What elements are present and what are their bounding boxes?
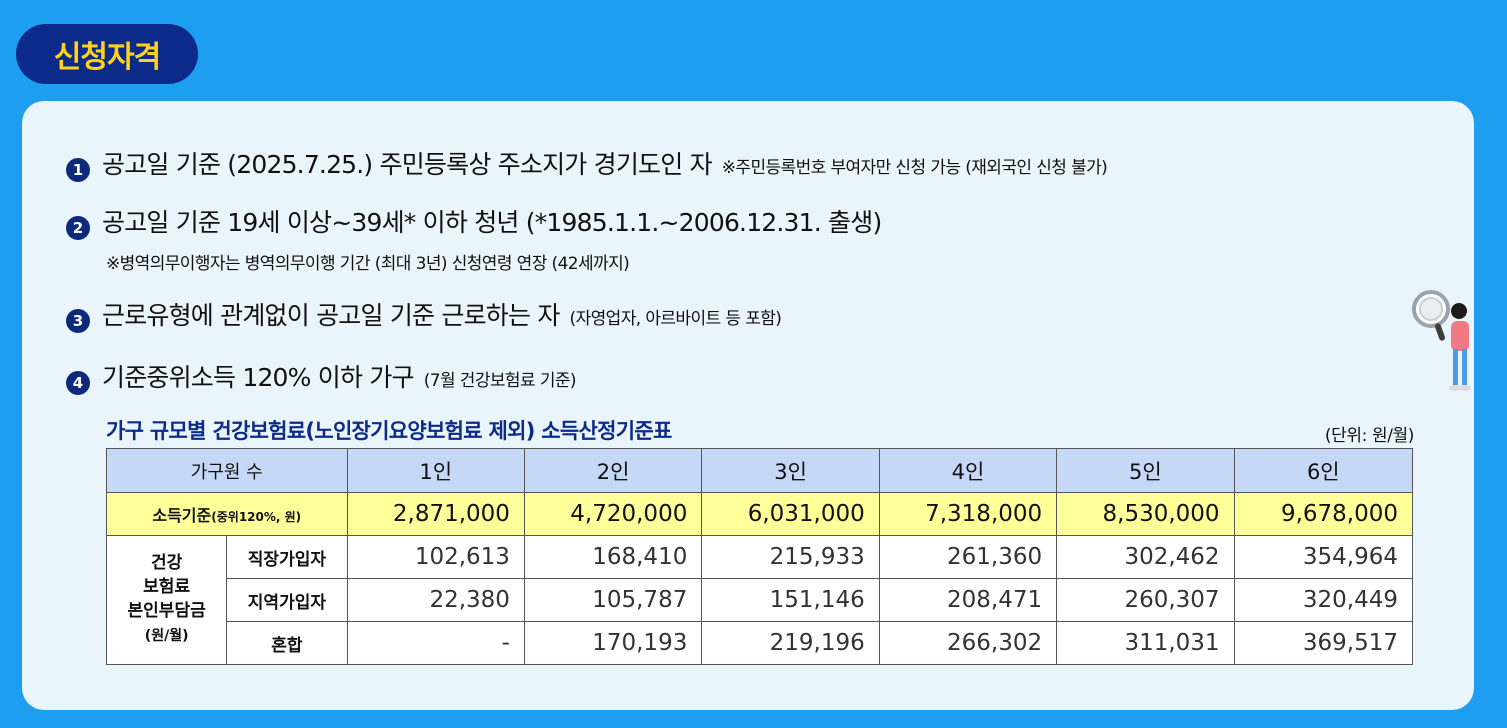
criterion-2-subnote: ※병역의무이행자는 병역의무이행 기간 (최대 3년) 신청연령 연장 (42세…: [106, 254, 630, 274]
table-cell: 261,360: [878, 535, 1058, 579]
table-cell: 369,517: [1233, 621, 1414, 665]
table-cell: 320,449: [1233, 578, 1414, 622]
table-row: 건강 보험료 본인부담금 (원/월) 직장가입자 102,613 168,410…: [105, 535, 1414, 665]
table-cell: 219,196: [701, 621, 880, 665]
table-cell: 170,193: [523, 621, 703, 665]
table-cell: 4,720,000: [523, 492, 703, 536]
criterion-3: 3 근로유형에 관계없이 공고일 기준 근로하는 자 (자영업자, 아르바이트 …: [66, 296, 782, 333]
table-header-row: 가구원 수 1인 2인 3인 4인 5인 6인: [106, 448, 1414, 493]
criterion-text: 근로유형에 관계없이 공고일 기준 근로하는 자: [102, 301, 560, 330]
table-row: 혼합 - 170,193 219,196 266,302 311,031 369…: [107, 621, 1414, 665]
criterion-1: 1 공고일 기준 (2025.7.25.) 주민등록상 주소지가 경기도인 자 …: [66, 145, 1108, 182]
table-cell: 22,380: [346, 578, 525, 622]
income-standard-row: 소득기준(중위120%, 원) 2,871,000 4,720,000 6,03…: [106, 492, 1414, 536]
table-cell: 311,031: [1056, 621, 1235, 665]
table-cell: 105,787: [523, 578, 703, 622]
criterion-text: 공고일 기준 (2025.7.25.) 주민등록상 주소지가 경기도인 자: [102, 150, 713, 179]
table-cell: 302,462: [1056, 535, 1235, 579]
header-cell: 5인: [1056, 448, 1235, 493]
income-standard-label: 소득기준(중위120%, 원): [106, 492, 348, 536]
number-circle-icon: 4: [66, 371, 90, 395]
table-row: 지역가입자 22,380 105,787 151,146 208,471 260…: [107, 578, 1414, 622]
number-circle-icon: 2: [66, 216, 90, 240]
person-with-magnifier-icon: [1412, 290, 1471, 391]
criterion-2: 2 공고일 기준 19세 이상~39세* 이하 청년 (*1985.1.1.~2…: [66, 203, 882, 240]
criterion-text: 기준중위소득 120% 이하 가구: [102, 363, 415, 392]
table-cell: 208,471: [878, 578, 1058, 622]
number-circle-icon: 1: [66, 158, 90, 182]
table-cell: 9,678,000: [1233, 492, 1414, 536]
table-cell: -: [346, 621, 525, 665]
criterion-4: 4 기준중위소득 120% 이하 가구 (7월 건강보험료 기준): [66, 358, 577, 395]
criterion-note: ※주민등록번호 부여자만 신청 가능 (재외국인 신청 불가): [721, 158, 1108, 178]
table-cell: 8,530,000: [1056, 492, 1235, 536]
table-cell: 7,318,000: [878, 492, 1058, 536]
header-household-size: 가구원 수: [106, 448, 348, 493]
header-cell: 1인: [346, 448, 525, 493]
criterion-note: (7월 건강보험료 기준): [423, 371, 577, 391]
table-cell: 6,031,000: [701, 492, 880, 536]
table-cell: 151,146: [701, 578, 880, 622]
income-criteria-table: 가구원 수 1인 2인 3인 4인 5인 6인 소득기준(중위120%, 원) …: [105, 448, 1414, 665]
table-cell: 354,964: [1233, 535, 1414, 579]
row-label: 혼합: [226, 621, 348, 665]
criterion-text: 공고일 기준 19세 이상~39세* 이하 청년 (*1985.1.1.~200…: [102, 208, 882, 237]
table-cell: 260,307: [1056, 578, 1235, 622]
table-cell: 102,613: [346, 535, 525, 579]
row-label: 직장가입자: [226, 535, 348, 579]
header-cell: 4인: [878, 448, 1058, 493]
section-title-badge: 신청자격: [16, 24, 198, 84]
eligibility-card: 1 공고일 기준 (2025.7.25.) 주민등록상 주소지가 경기도인 자 …: [22, 101, 1474, 710]
table-cell: 2,871,000: [346, 492, 525, 536]
table-cell: 215,933: [701, 535, 880, 579]
table-cell: 266,302: [878, 621, 1058, 665]
header-cell: 3인: [701, 448, 880, 493]
header-cell: 2인: [523, 448, 703, 493]
table-cell: 168,410: [523, 535, 703, 579]
criterion-note: (자영업자, 아르바이트 등 포함): [569, 309, 782, 329]
number-circle-icon: 3: [66, 309, 90, 333]
row-label: 지역가입자: [226, 578, 348, 622]
table-unit: (단위: 원/월): [1324, 426, 1414, 446]
header-cell: 6인: [1233, 448, 1414, 493]
table-title: 가구 규모별 건강보험료(노인장기요양보험료 제외) 소득산정기준표: [106, 419, 672, 443]
premium-group-label: 건강 보험료 본인부담금 (원/월): [105, 535, 228, 665]
